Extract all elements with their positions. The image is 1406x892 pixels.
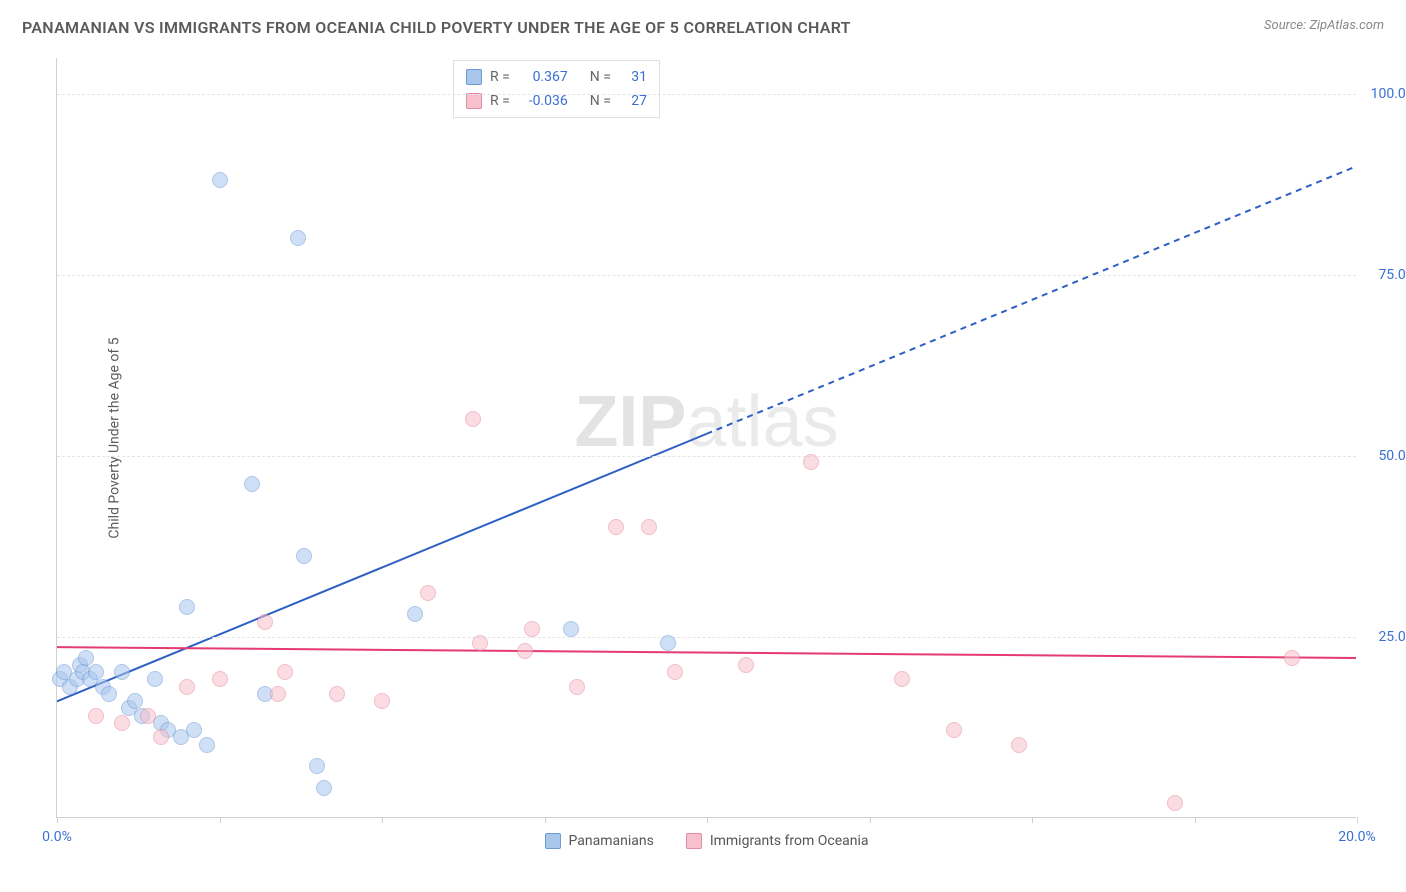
scatter-point	[407, 606, 423, 622]
scatter-point	[738, 657, 754, 673]
scatter-point	[894, 671, 910, 687]
scatter-point	[88, 708, 104, 724]
legend-swatch	[466, 93, 482, 109]
scatter-point	[641, 519, 657, 535]
n-label: N =	[590, 89, 611, 113]
legend-item: Panamanians	[544, 833, 653, 849]
n-value: 31	[619, 65, 647, 89]
scatter-point	[667, 664, 683, 680]
scatter-point	[101, 686, 117, 702]
x-tick-mark	[1032, 817, 1033, 823]
scatter-point	[147, 671, 163, 687]
n-value: 27	[619, 89, 647, 113]
scatter-point	[563, 621, 579, 637]
x-tick-mark	[1357, 817, 1358, 823]
legend-swatch	[466, 69, 482, 85]
n-label: N =	[590, 65, 611, 89]
scatter-point	[199, 737, 215, 753]
scatter-point	[114, 715, 130, 731]
scatter-point	[270, 686, 286, 702]
bottom-legend: Panamanians Immigrants from Oceania	[544, 833, 868, 849]
scatter-point	[296, 548, 312, 564]
scatter-point	[660, 635, 676, 651]
scatter-point	[78, 650, 94, 666]
legend-item: Immigrants from Oceania	[686, 833, 869, 849]
scatter-point	[374, 693, 390, 709]
x-tick-mark	[220, 817, 221, 823]
stats-row: R = -0.036 N = 27	[466, 89, 647, 113]
trendlines-svg	[57, 58, 1356, 817]
gridline	[57, 94, 1356, 95]
legend-swatch	[544, 833, 560, 849]
y-tick-label: 50.0%	[1361, 448, 1406, 464]
y-tick-label: 75.0%	[1361, 267, 1406, 283]
scatter-point	[608, 519, 624, 535]
x-tick-label: 0.0%	[42, 829, 72, 845]
scatter-point	[212, 671, 228, 687]
scatter-point	[153, 729, 169, 745]
scatter-point	[524, 621, 540, 637]
scatter-point	[277, 664, 293, 680]
scatter-point	[1284, 650, 1300, 666]
scatter-point	[114, 664, 130, 680]
scatter-point	[1011, 737, 1027, 753]
x-tick-mark	[870, 817, 871, 823]
y-tick-label: 25.0%	[1361, 629, 1406, 645]
legend-label: Panamanians	[568, 833, 653, 849]
source-attribution: Source: ZipAtlas.com	[1264, 18, 1384, 33]
r-value: 0.367	[518, 65, 568, 89]
scatter-point	[803, 454, 819, 470]
x-tick-mark	[382, 817, 383, 823]
scatter-point	[244, 476, 260, 492]
scatter-point	[212, 172, 228, 188]
chart-container: Child Poverty Under the Age of 5 ZIPatla…	[48, 58, 1366, 818]
scatter-point	[517, 643, 533, 659]
scatter-point	[290, 230, 306, 246]
x-tick-mark	[545, 817, 546, 823]
x-tick-mark	[707, 817, 708, 823]
scatter-point	[179, 599, 195, 615]
chart-title: PANAMANIAN VS IMMIGRANTS FROM OCEANIA CH…	[22, 18, 851, 37]
trendline-solid	[57, 434, 707, 701]
x-tick-mark	[1195, 817, 1196, 823]
scatter-point	[257, 614, 273, 630]
source-label: Source:	[1264, 18, 1306, 33]
r-label: R =	[490, 65, 510, 89]
scatter-point	[186, 722, 202, 738]
watermark: ZIPatlas	[574, 381, 838, 463]
scatter-point	[465, 411, 481, 427]
r-label: R =	[490, 89, 510, 113]
scatter-point	[1167, 795, 1183, 811]
stats-legend: R = 0.367 N = 31 R = -0.036 N = 27	[453, 60, 660, 118]
watermark-zip: ZIP	[574, 382, 686, 462]
scatter-point	[946, 722, 962, 738]
r-value: -0.036	[518, 89, 568, 113]
source-value: ZipAtlas.com	[1309, 18, 1384, 33]
scatter-point	[309, 758, 325, 774]
gridline	[57, 456, 1356, 457]
scatter-point	[569, 679, 585, 695]
y-tick-label: 100.0%	[1361, 86, 1406, 102]
legend-label: Immigrants from Oceania	[710, 833, 869, 849]
scatter-point	[140, 708, 156, 724]
x-tick-label: 20.0%	[1338, 829, 1376, 845]
scatter-point	[472, 635, 488, 651]
scatter-point	[329, 686, 345, 702]
scatter-point	[179, 679, 195, 695]
gridline	[57, 275, 1356, 276]
gridline	[57, 637, 1356, 638]
watermark-atlas: atlas	[686, 382, 838, 462]
scatter-point	[316, 780, 332, 796]
trendline-dashed	[707, 166, 1357, 433]
scatter-point	[420, 585, 436, 601]
plot-area: ZIPatlas R =0.367N =31R =-0.036N =27 Pan…	[56, 58, 1356, 818]
x-tick-mark	[57, 817, 58, 823]
stats-row: R = 0.367 N = 31	[466, 65, 647, 89]
trendline	[57, 647, 1356, 658]
legend-swatch	[686, 833, 702, 849]
